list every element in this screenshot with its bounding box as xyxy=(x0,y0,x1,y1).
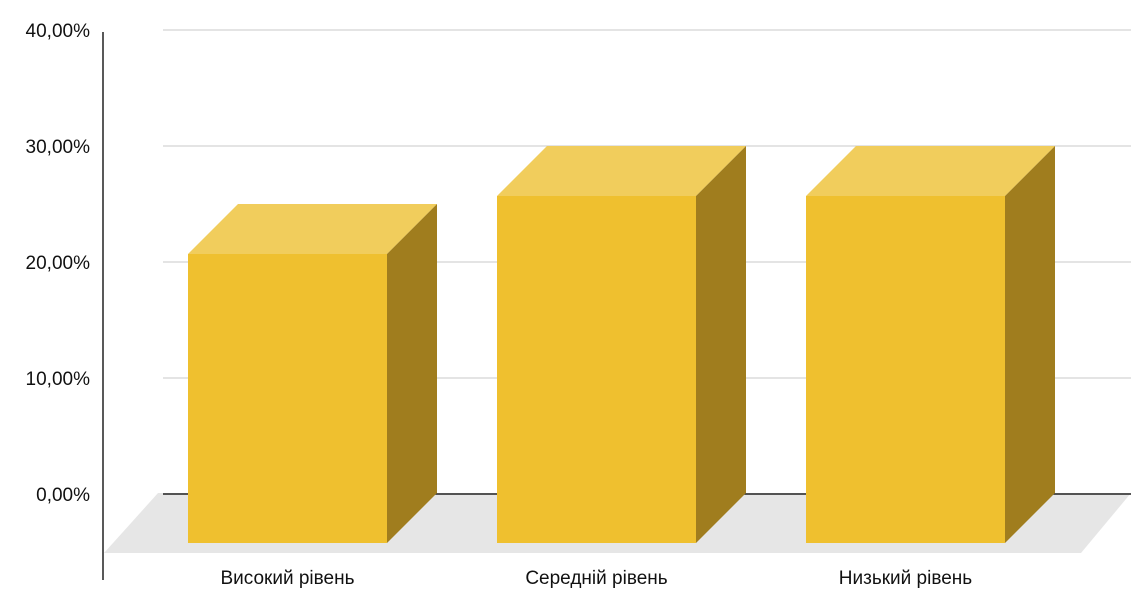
bar-top xyxy=(188,204,437,254)
bar-top xyxy=(497,146,746,196)
x-category-label: Низький рівень xyxy=(839,568,972,589)
y-tick-label: 30,00% xyxy=(26,137,91,158)
x-category-label: Високий рівень xyxy=(220,568,354,589)
bar xyxy=(806,146,1055,543)
x-axis-labels: Високий рівень Середній рівень Низький рів… xyxy=(220,568,972,589)
bar xyxy=(497,146,746,543)
y-tick-label: 20,00% xyxy=(26,253,91,274)
y-tick-label: 0,00% xyxy=(36,485,90,506)
bar-side xyxy=(1005,146,1055,543)
y-tick-label: 10,00% xyxy=(26,369,91,390)
bar-top xyxy=(806,146,1055,196)
bar-front xyxy=(188,254,387,543)
bar-front xyxy=(806,196,1005,543)
bar-side xyxy=(696,146,746,543)
bar-front xyxy=(497,196,696,543)
y-axis-ticks: 0,00% 10,00% 20,00% 30,00% 40,00% xyxy=(26,21,91,506)
bar xyxy=(188,204,437,543)
x-category-label: Середній рівень xyxy=(525,568,667,589)
y-tick-label: 40,00% xyxy=(26,21,91,42)
bar-side xyxy=(387,204,437,543)
bars xyxy=(188,146,1055,543)
